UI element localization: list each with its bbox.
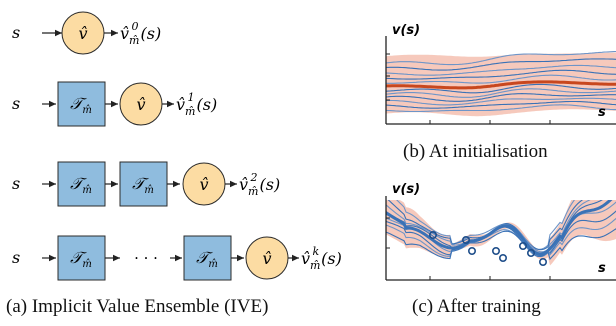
transition-box-row-1-1 — [57, 81, 106, 127]
trained-ensemble-line — [386, 228, 616, 261]
ellipsis: · · · — [134, 249, 158, 267]
init-mean-line — [386, 80, 616, 90]
training-point — [491, 247, 500, 256]
input-s-row-k: s — [12, 248, 20, 267]
plot-trained: v(s) s — [385, 182, 616, 281]
training-point — [428, 231, 437, 240]
caption-ive: (a) Implicit Value Ensemble (IVE) — [6, 296, 269, 317]
input-s-row-1: s — [12, 94, 20, 113]
trained-data-points — [428, 231, 547, 266]
ive-row-k: s 𝒯m̂ · · · 𝒯m̂ v̂ v̂m̂k (s) — [12, 235, 342, 281]
trained-mean-line — [386, 200, 613, 256]
value-node-label-row-1: v̂ — [136, 95, 145, 114]
init-ensemble-line — [386, 93, 616, 102]
value-node-label-row-k: v̂ — [262, 249, 271, 268]
output-row-2: v̂m̂2 (s) — [239, 171, 280, 198]
output-row-k: v̂m̂k (s) — [301, 245, 342, 272]
init-ensemble-line — [386, 97, 616, 106]
training-point — [461, 236, 470, 245]
input-s-row-0: s — [12, 23, 20, 42]
output-row-0: v̂m̂0 (s) — [120, 20, 161, 47]
init-ensemble-line — [386, 104, 616, 113]
init-xlabel: s — [598, 105, 606, 120]
caption-init: (b) At initialisation — [403, 141, 548, 162]
training-point — [518, 242, 527, 251]
transition-box-row-k-2 — [183, 235, 232, 281]
training-point — [467, 247, 476, 256]
trained-ensemble-line — [386, 200, 603, 256]
training-point — [498, 254, 507, 263]
init-ensemble-line — [386, 64, 616, 76]
ive-diagram: s v̂ v̂m̂0 (s) s 𝒯m̂ v̂ v̂m̂1 (s) s 𝒯m̂ — [12, 11, 342, 281]
init-ensemble-line — [386, 74, 616, 84]
trained-xlabel: s — [598, 261, 606, 276]
init-ensemble-line — [386, 83, 616, 94]
ive-row-0: s v̂ v̂m̂0 (s) — [12, 11, 161, 55]
trained-ensemble-line — [386, 217, 616, 257]
ive-row-2: s 𝒯m̂ 𝒯m̂ v̂ v̂m̂2 (s) — [12, 161, 280, 207]
value-node-label-row-0: v̂ — [78, 24, 87, 43]
init-ensemble-line — [386, 50, 616, 66]
transition-box-row-2-2 — [119, 161, 168, 207]
init-ylabel: v(s) — [392, 23, 420, 38]
trained-ylabel: v(s) — [392, 182, 420, 197]
transition-box-row-k-1 — [57, 235, 106, 281]
plot-init: v(s) s — [385, 23, 616, 125]
init-ensemble-line — [386, 69, 616, 80]
input-s-row-2: s — [12, 174, 20, 193]
caption-trained: (c) After training — [412, 296, 541, 317]
init-ensemble-lines — [386, 50, 616, 113]
init-ensemble-line — [386, 58, 616, 71]
ive-row-1: s 𝒯m̂ v̂ v̂m̂1 (s) — [12, 81, 217, 127]
output-row-1: v̂m̂1 (s) — [176, 91, 217, 118]
init-ensemble-line — [386, 88, 616, 98]
init-ensemble-line — [386, 100, 616, 109]
value-node-label-row-2: v̂ — [199, 175, 208, 194]
training-point — [526, 249, 535, 258]
training-point — [538, 257, 547, 266]
